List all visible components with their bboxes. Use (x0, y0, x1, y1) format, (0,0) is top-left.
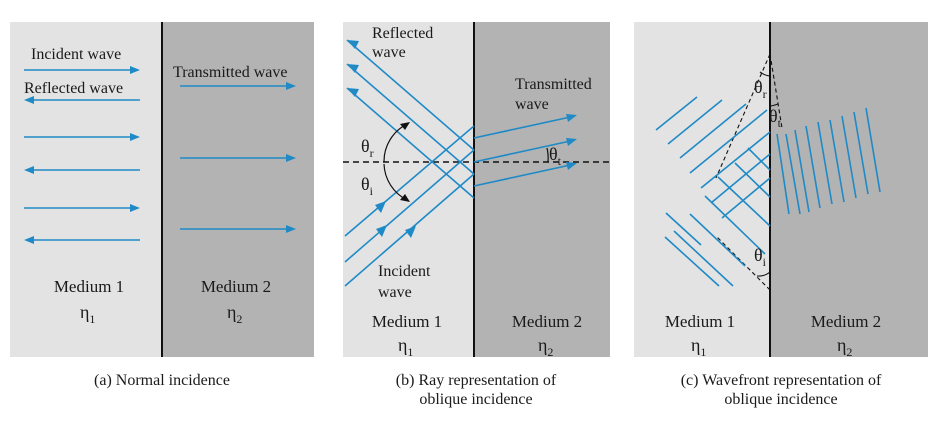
panel-b-theta-t-arc (546, 147, 549, 163)
panel-b-reflected-rays (346, 39, 475, 199)
panel-a-medium-1 (10, 22, 162, 357)
panel-b-transmitted-label: Transmitted (515, 76, 592, 93)
panel-c-theta-t: θt (769, 106, 782, 130)
panel-b-theta-t: θt (549, 144, 562, 168)
panel-c-theta-r-arc (759, 71, 772, 77)
panel-b-theta-r: θr (361, 136, 374, 160)
panel-b-eta-2: η2 (538, 335, 553, 359)
panel-b-theta-r-arrowhead (400, 122, 410, 130)
panel-c: θr θt θi Medium 1 η1 Medium 2 η2 (c) Wav… (634, 22, 928, 408)
panel-c-eta-1: η1 (691, 335, 706, 359)
panel-b-medium-2 (474, 22, 610, 357)
panel-c-theta-i: θi (754, 245, 767, 269)
panel-c-medium-2 (770, 22, 928, 357)
panel-a-eta-2: η2 (227, 302, 242, 326)
panel-a-medium-2 (162, 22, 314, 357)
panel-c-theta-i-arc (756, 271, 771, 277)
panel-a-reflected-arrows (24, 96, 140, 244)
panel-b-medium-1-label: Medium 1 (372, 312, 442, 331)
panel-a-transmitted-label: Transmitted wave (173, 64, 288, 81)
panel-b: Reflected wave Transmitted wave Incident… (343, 22, 610, 408)
panel-a-transmitted-arrows (180, 82, 296, 233)
panel-b-theta-i-arrowhead (400, 194, 410, 202)
panel-c-eta-2: η2 (837, 335, 852, 359)
panel-c-theta-r: θr (754, 77, 767, 101)
panel-a-reflected-label: Reflected wave (24, 80, 123, 97)
panel-b-caption-2: oblique incidence (419, 391, 532, 408)
panel-a-incident-arrows (24, 66, 140, 212)
panel-b-caption: (b) Ray representation of (396, 372, 557, 389)
panel-a-caption: (a) Normal incidence (94, 372, 230, 389)
panel-a-medium-1-label: Medium 1 (54, 277, 124, 296)
panel-b-reflected-label: Reflected (372, 25, 433, 42)
panel-c-incident-wavefronts (664, 147, 771, 287)
panel-c-transmitted-wavefronts (776, 107, 881, 215)
panel-c-construction-lines (715, 53, 783, 291)
panel-c-theta-t-arc (770, 103, 779, 107)
panel-c-caption-2: oblique incidence (724, 391, 837, 408)
panel-b-medium-1 (343, 22, 474, 357)
panel-a-eta-1: η1 (80, 302, 95, 326)
panel-b-incident-rays (344, 125, 475, 287)
panel-b-incident-label-2: wave (378, 284, 412, 301)
panel-b-medium-2-label: Medium 2 (512, 312, 582, 331)
panel-c-caption: (c) Wavefront representation of (681, 372, 882, 389)
panel-b-reflected-label-2: wave (372, 44, 406, 61)
panel-b-transmitted-rays (473, 114, 577, 187)
panel-b-transmitted-label-2: wave (515, 96, 549, 113)
panel-c-medium-2-label: Medium 2 (811, 312, 881, 331)
panel-c-medium-1 (634, 22, 770, 357)
panel-a: Incident wave Reflected wave Transmitted… (10, 22, 314, 389)
panel-c-reflected-wavefronts (655, 96, 771, 219)
panel-b-theta-i: θi (361, 174, 374, 198)
panel-b-incident-label: Incident (378, 263, 431, 280)
panel-c-medium-1-label: Medium 1 (665, 312, 735, 331)
panel-a-medium-2-label: Medium 2 (201, 277, 271, 296)
panel-a-incident-label: Incident wave (31, 46, 121, 63)
panel-b-eta-1: η1 (398, 335, 413, 359)
